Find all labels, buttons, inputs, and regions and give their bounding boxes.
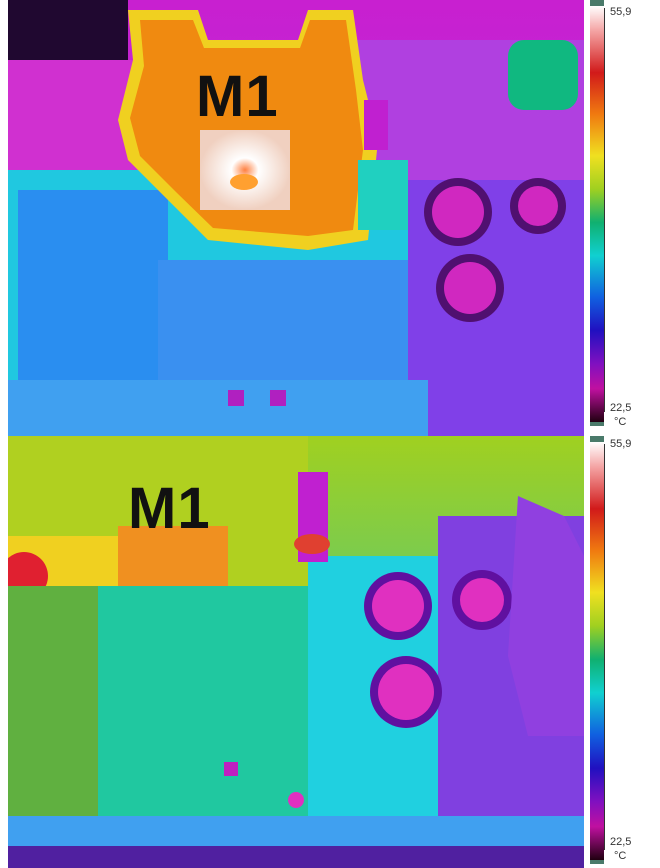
scale-gradient [590,442,604,860]
scale-cap-top [590,0,604,6]
scale-gradient [590,6,604,422]
scale-min-label: 22,5 [610,402,632,414]
scale-cap-top [590,436,604,442]
scale-ticks [604,444,609,850]
thermal-panel-top: M1 55,9 22,5 °C [8,0,632,436]
component-label: M1 [196,64,279,129]
scale-ticks [604,8,609,412]
thermal-image-top-graphic [8,0,584,436]
thermal-image-top [8,0,584,436]
thermal-image-bottom [8,436,584,868]
scale-cap-bottom [590,860,604,864]
scale-max-label: 55,9 [610,438,632,450]
temperature-scale-bar [590,436,604,864]
scale-cap-bottom [590,422,604,426]
scale-min-label: 22,5 [610,836,632,848]
temperature-scale-bar [590,0,604,426]
scale-max-label: 55,9 [610,6,632,18]
component-label: M1 [128,476,211,541]
scale-unit-label: °C [614,416,627,428]
scale-unit-label: °C [614,850,627,862]
thermal-panel-bottom: M1 55,9 22,5 °C [0,436,660,868]
thermal-image-bottom-graphic [8,436,584,868]
